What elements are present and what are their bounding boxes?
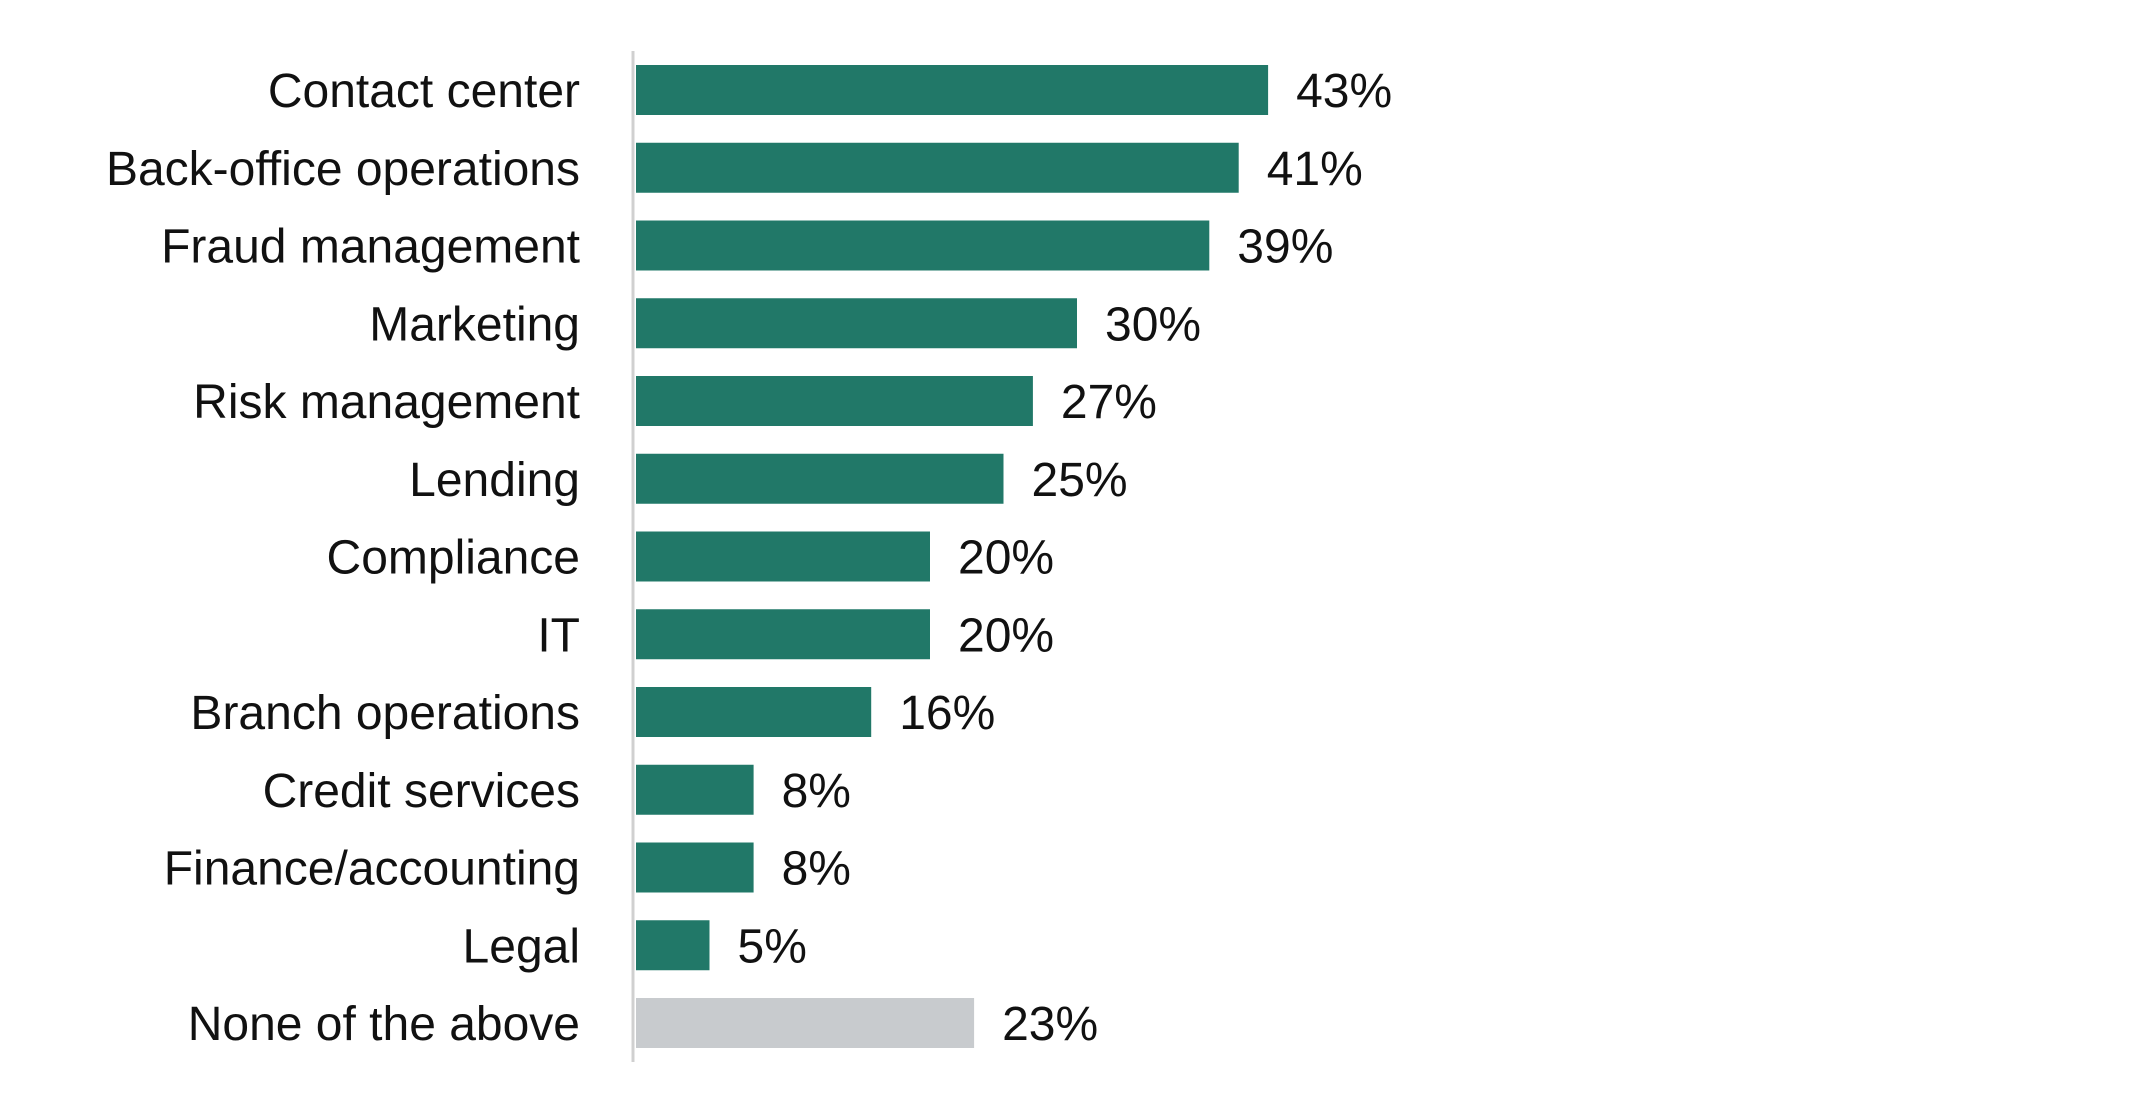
category-label: Fraud management [161, 221, 580, 274]
data-label: 30% [1105, 298, 1201, 351]
data-label: 5% [738, 920, 807, 973]
category-label: Contact center [268, 65, 580, 118]
bar [636, 142, 1239, 193]
category-label: Back-office operations [106, 143, 580, 196]
data-label: 39% [1237, 221, 1333, 274]
category-label: Legal [463, 920, 580, 973]
category-label: Marketing [369, 298, 580, 351]
data-label: 41% [1267, 143, 1363, 196]
bar [636, 998, 975, 1048]
category-label: Credit services [263, 765, 580, 818]
category-label: Compliance [327, 532, 580, 585]
bar [636, 764, 754, 815]
bar [636, 609, 930, 660]
data-label: 8% [782, 843, 851, 896]
data-label: 20% [958, 532, 1054, 585]
bar [636, 220, 1210, 271]
bar [636, 531, 930, 582]
bar [636, 842, 754, 893]
data-label: 8% [782, 765, 851, 818]
bar [636, 453, 1004, 504]
category-label: Risk management [193, 376, 580, 429]
data-label: 16% [899, 687, 995, 740]
data-label: 23% [1002, 998, 1098, 1051]
category-label: IT [537, 609, 580, 662]
category-label: None of the above [188, 998, 580, 1051]
bar [636, 687, 872, 737]
data-label: 43% [1296, 65, 1392, 118]
category-label: Branch operations [190, 687, 580, 740]
bar [636, 920, 710, 971]
data-label: 20% [958, 609, 1054, 662]
bar [636, 376, 1033, 426]
category-label: Finance/accounting [164, 843, 580, 896]
category-label: Lending [409, 454, 580, 507]
data-label: 27% [1061, 376, 1157, 429]
bar [636, 65, 1269, 115]
data-label: 25% [1032, 454, 1128, 507]
bar [636, 298, 1077, 349]
